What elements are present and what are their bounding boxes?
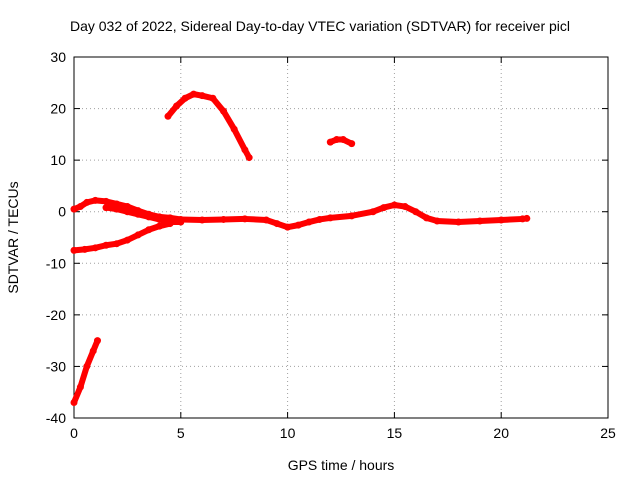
series-segment [77,363,90,391]
series-segment [455,217,483,226]
series-segment [348,208,377,219]
x-axis-label: GPS time / hours [288,457,395,473]
x-tick-label: 10 [280,425,296,441]
x-tick-label: 20 [493,425,509,441]
x-tick-label: 0 [70,425,78,441]
series-lower-track [70,220,174,254]
gridlines [74,57,608,418]
series-small-arc [326,136,356,148]
y-tick-label: -30 [46,358,66,374]
series-segment [476,216,505,224]
data-point [523,214,531,222]
series-arc [164,90,253,162]
data-point [348,140,356,148]
y-tick-label: 10 [50,152,66,168]
y-tick-label: -20 [46,307,66,323]
series-main-track [70,196,531,231]
data-point [245,154,253,162]
data-point [93,337,101,345]
chart-title: Day 032 of 2022, Sidereal Day-to-day VTE… [69,18,571,34]
y-tick-label: -10 [46,255,66,271]
series-segment [498,215,526,223]
series-segment [434,217,462,226]
series-steep-rise [70,337,101,407]
data-point [166,220,174,228]
x-tick-label: 15 [387,425,403,441]
series-segment [241,215,270,223]
y-tick-label: 30 [50,49,66,65]
axis-ticks: 0 5 10 15 20 25 -40 -30 -20 -10 0 10 20 30 [46,49,616,441]
series-segment [199,216,227,223]
y-tick-label: 20 [50,101,66,117]
data-point [177,218,185,226]
y-tick-label: 0 [58,204,66,220]
x-tick-label: 25 [600,425,616,441]
series-segment [220,215,248,223]
series-segment [231,126,248,153]
data-series [70,90,531,407]
x-tick-label: 5 [177,425,185,441]
series-segment [327,212,355,221]
y-axis-label: SDTVAR / TECUs [5,181,21,293]
plot-frame [73,56,609,419]
y-tick-label: -40 [46,410,66,426]
series-segment [177,216,206,223]
